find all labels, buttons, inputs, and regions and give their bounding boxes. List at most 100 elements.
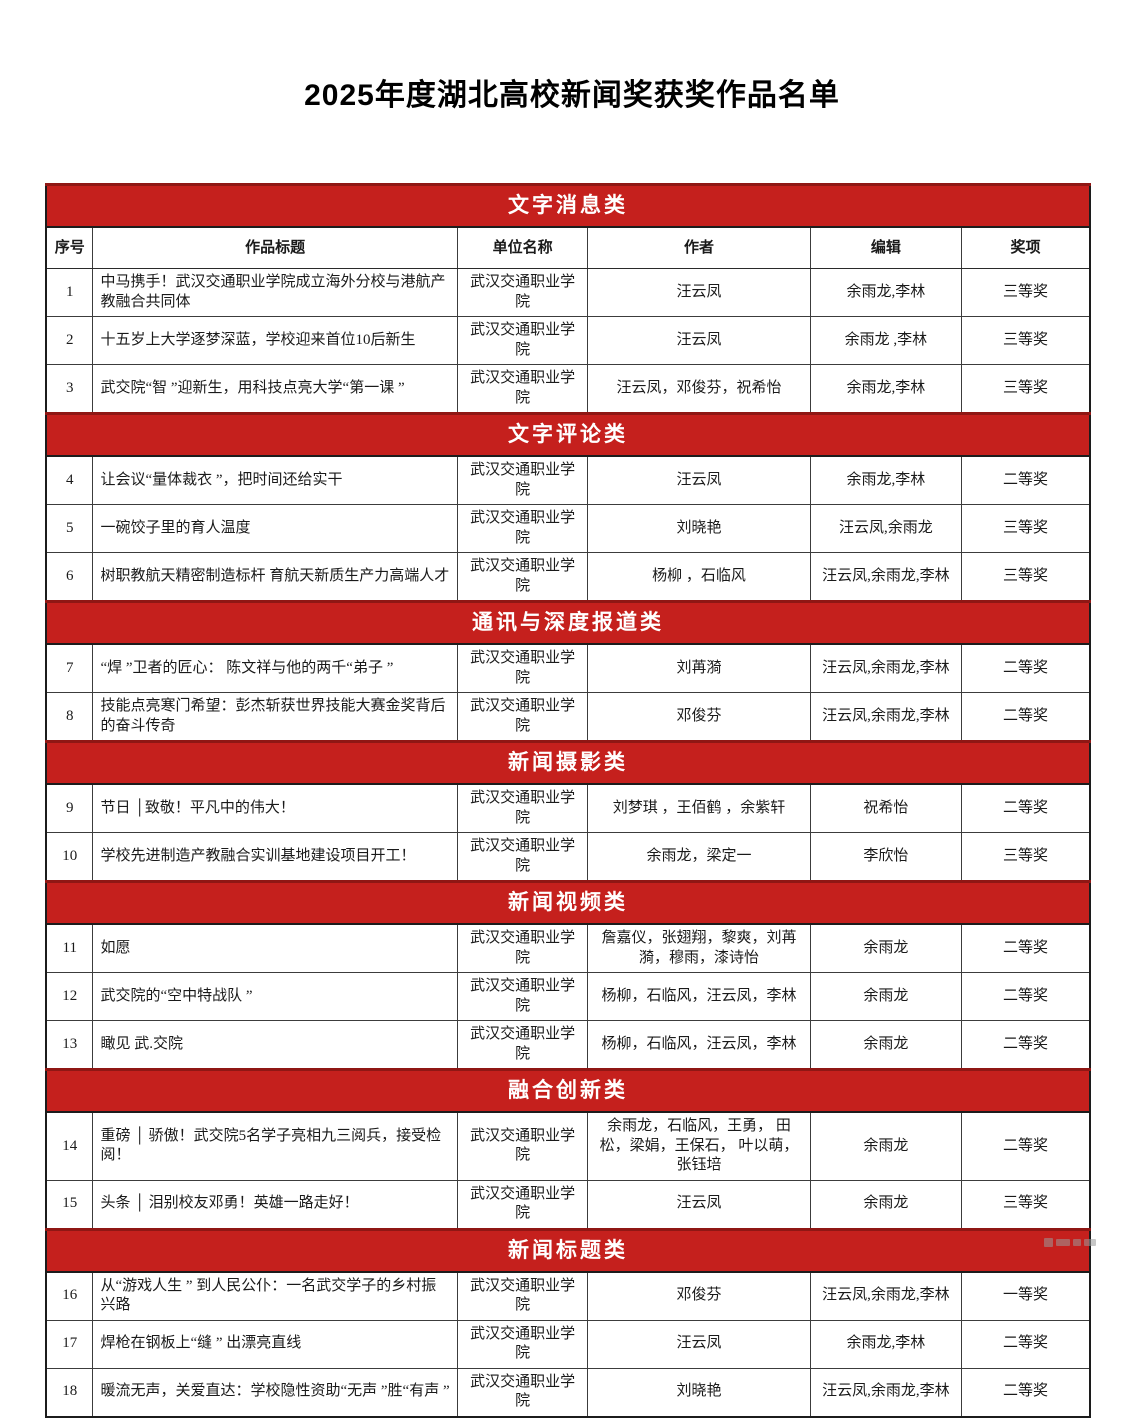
cell-no: 12 xyxy=(45,972,94,1021)
cell-award: 三等奖 xyxy=(961,268,1091,317)
cell-award: 二等奖 xyxy=(961,643,1091,693)
award-table-body: 文字消息类 序号 作品标题 单位名称 作者 编辑 奖项 1 中马携手！武汉交通职业学院成立海外分… xyxy=(45,183,1091,1417)
table-row: 12 武交院的“空中特战队 ” 武汉交通职业学院 杨柳，石临风，汪云凤，李林 余雨龙 二等… xyxy=(45,972,1091,1021)
cell-editor: 余雨龙,李林 xyxy=(809,268,963,317)
cell-editor: 汪云凤,余雨龙 xyxy=(809,504,963,553)
cell-award: 二等奖 xyxy=(961,1367,1091,1417)
cell-author: 杨柳 ，石临风 xyxy=(587,552,811,602)
cell-unit: 武汉交通职业学院 xyxy=(456,923,589,973)
column-header-row: 序号 作品标题 单位名称 作者 编辑 奖项 xyxy=(45,226,1091,269)
cell-editor: 祝希怡 xyxy=(809,783,963,833)
cell-author: 詹嘉仪，张翅翔，黎爽，刘苒漪，穆雨，漆诗怡 xyxy=(587,923,811,973)
cell-author: 邓俊芬 xyxy=(587,1271,811,1321)
cell-editor: 汪云凤,余雨龙,李林 xyxy=(809,1367,963,1417)
cell-award: 三等奖 xyxy=(961,832,1091,882)
cell-title: 十五岁上大学逐梦深蓝，学校迎来首位10后新生 xyxy=(92,316,458,365)
cell-unit: 武汉交通职业学院 xyxy=(456,1179,589,1230)
cell-award: 三等奖 xyxy=(961,316,1091,365)
cell-author: 邓俊芬 xyxy=(587,692,811,742)
cell-author: 汪云凤 xyxy=(587,1179,811,1230)
column-header-title: 作品标题 xyxy=(92,226,458,269)
table-row: 3 武交院“智 ”迎新生，用科技点亮大学“第一课 ” 武汉交通职业学院 汪云凤，邓俊芬… xyxy=(45,364,1091,414)
cell-unit: 武汉交通职业学院 xyxy=(456,832,589,882)
cell-author: 汪云凤 xyxy=(587,1319,811,1369)
cell-no: 11 xyxy=(45,923,94,973)
cell-editor: 余雨龙 xyxy=(809,1111,963,1181)
award-table: 文字消息类 序号 作品标题 单位名称 作者 编辑 奖项 1 中马携手！武汉交通职业学院成立海外分… xyxy=(45,183,1091,1418)
table-row: 1 中马携手！武汉交通职业学院成立海外分校与港航产教融合共同体 武汉交通职业学院 汪云… xyxy=(45,268,1091,317)
cell-no: 2 xyxy=(45,316,94,365)
cell-title: 树职教航天精密制造标杆 育航天新质生产力高端人才 xyxy=(92,552,458,602)
cell-unit: 武汉交通职业学院 xyxy=(456,972,589,1021)
table-row: 10 学校先进制造产教融合实训基地建设项目开工！ 武汉交通职业学院 余雨龙，梁定一 李欣… xyxy=(45,832,1091,882)
cell-award: 二等奖 xyxy=(961,1319,1091,1369)
cell-author: 刘苒漪 xyxy=(587,643,811,693)
watermark-logo xyxy=(1044,1236,1102,1248)
cell-award: 二等奖 xyxy=(961,972,1091,1021)
section-header-1: 文字消息类 xyxy=(45,183,1091,228)
cell-unit: 武汉交通职业学院 xyxy=(456,643,589,693)
cell-author: 刘晓艳 xyxy=(587,1367,811,1417)
cell-author: 刘晓艳 xyxy=(587,504,811,553)
table-row: 7 “焊 ”卫者的匠心： 陈文祥与他的两千“弟子 ” 武汉交通职业学院 刘苒漪 汪云凤,… xyxy=(45,643,1091,693)
cell-title: 从“游戏人生 ” 到人民公仆：一名武交学子的乡村振兴路 xyxy=(92,1271,458,1321)
cell-unit: 武汉交通职业学院 xyxy=(456,1319,589,1369)
cell-editor: 汪云凤,余雨龙,李林 xyxy=(809,692,963,742)
cell-editor: 余雨龙 xyxy=(809,1020,963,1070)
section-header-row: 文字评论类 xyxy=(45,412,1091,457)
section-header-7: 新闻标题类 xyxy=(45,1227,1091,1273)
cell-title: 暖流无声，关爱直达：学校隐性资助“无声 ”胜“有声 ” xyxy=(92,1367,458,1417)
cell-award: 一等奖 xyxy=(961,1271,1091,1321)
cell-unit: 武汉交通职业学院 xyxy=(456,552,589,602)
cell-title: 头条 │ 泪别校友邓勇！英雄一路走好！ xyxy=(92,1179,458,1230)
cell-author: 汪云凤 xyxy=(587,455,811,505)
cell-no: 3 xyxy=(45,364,94,414)
section-header-row: 新闻视频类 xyxy=(45,880,1091,925)
cell-editor: 余雨龙,李林 xyxy=(809,364,963,414)
cell-unit: 武汉交通职业学院 xyxy=(456,692,589,742)
cell-award: 二等奖 xyxy=(961,1111,1091,1181)
cell-unit: 武汉交通职业学院 xyxy=(456,1020,589,1070)
cell-title: 节日 │致敬！平凡中的伟大！ xyxy=(92,783,458,833)
table-row: 16 从“游戏人生 ” 到人民公仆：一名武交学子的乡村振兴路 武汉交通职业学院 邓俊芬… xyxy=(45,1271,1091,1321)
column-header-editors: 编辑 xyxy=(809,226,963,269)
cell-no: 13 xyxy=(45,1020,94,1070)
section-header-6: 融合创新类 xyxy=(45,1068,1091,1113)
cell-editor: 余雨龙 xyxy=(809,972,963,1021)
cell-no: 17 xyxy=(45,1319,94,1369)
column-header-unit: 单位名称 xyxy=(456,226,589,269)
cell-title: 学校先进制造产教融合实训基地建设项目开工！ xyxy=(92,832,458,882)
cell-author: 余雨龙，梁定一 xyxy=(587,832,811,882)
cell-editor: 汪云凤,余雨龙,李林 xyxy=(809,643,963,693)
cell-award: 二等奖 xyxy=(961,455,1091,505)
cell-no: 9 xyxy=(45,783,94,833)
cell-author: 汪云凤，邓俊芬，祝希怡 xyxy=(587,364,811,414)
cell-no: 4 xyxy=(45,455,94,505)
cell-award: 二等奖 xyxy=(961,692,1091,742)
cell-no: 18 xyxy=(45,1367,94,1417)
cell-editor: 余雨龙,李林 xyxy=(809,455,963,505)
cell-editor: 余雨龙,李林 xyxy=(809,1319,963,1369)
cell-title: 瞰见 武.交院 xyxy=(92,1020,458,1070)
cell-title: 中马携手！武汉交通职业学院成立海外分校与港航产教融合共同体 xyxy=(92,268,458,317)
column-header-no: 序号 xyxy=(45,226,94,269)
cell-title: 武交院的“空中特战队 ” xyxy=(92,972,458,1021)
cell-title: 让会议“量体裁衣 ”，把时间还给实干 xyxy=(92,455,458,505)
table-row: 13 瞰见 武.交院 武汉交通职业学院 杨柳，石临风，汪云凤，李林 余雨龙 二等奖 xyxy=(45,1020,1091,1070)
cell-unit: 武汉交通职业学院 xyxy=(456,1111,589,1181)
cell-unit: 武汉交通职业学院 xyxy=(456,316,589,365)
cell-editor: 余雨龙 xyxy=(809,1179,963,1230)
cell-award: 二等奖 xyxy=(961,783,1091,833)
table-row: 4 让会议“量体裁衣 ”，把时间还给实干 武汉交通职业学院 汪云凤 余雨龙,李林 二等奖 xyxy=(45,455,1091,505)
table-row: 14 重磅 │ 骄傲！武交院5名学子亮相九三阅兵，接受检阅！ 武汉交通职业学院 余雨龙… xyxy=(45,1111,1091,1181)
cell-unit: 武汉交通职业学院 xyxy=(456,1271,589,1321)
cell-award: 二等奖 xyxy=(961,923,1091,973)
cell-editor: 余雨龙 ,李林 xyxy=(809,316,963,365)
cell-title: 如愿 xyxy=(92,923,458,973)
cell-unit: 武汉交通职业学院 xyxy=(456,268,589,317)
cell-author: 余雨龙，石临风，王勇， 田松，梁娟，王保石， 叶以萌，张钰培 xyxy=(587,1111,811,1181)
cell-author: 杨柳，石临风，汪云凤，李林 xyxy=(587,972,811,1021)
cell-no: 8 xyxy=(45,692,94,742)
cell-no: 6 xyxy=(45,552,94,602)
cell-title: 重磅 │ 骄傲！武交院5名学子亮相九三阅兵，接受检阅！ xyxy=(92,1111,458,1181)
